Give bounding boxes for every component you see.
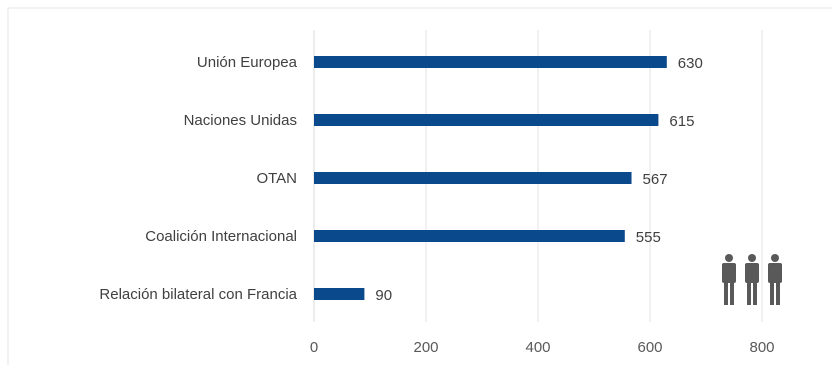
category-label: Relación bilateral con Francia [99,286,297,303]
bar [314,288,365,300]
category-label: OTAN [256,170,297,187]
x-tick-label: 400 [525,339,550,356]
bar [314,230,625,242]
data-label: 615 [669,113,694,130]
x-tick-labels: 0 200 400 600 800 [310,339,775,356]
category-labels: Unión Europea Naciones Unidas OTAN Coalició… [99,54,297,303]
bar [314,56,667,68]
data-label: 90 [375,287,392,304]
person-figure [768,254,782,305]
category-label: Coalición Internacional [145,228,297,245]
data-label: 555 [636,229,661,246]
bar [314,172,632,184]
person-figure [745,254,759,305]
category-label: Naciones Unidas [184,112,297,129]
x-tick-label: 200 [413,339,438,356]
x-tick-label: 600 [637,339,662,356]
category-label: Unión Europea [197,54,298,71]
data-label: 567 [643,171,668,188]
data-label: 630 [678,55,703,72]
people-icon [722,254,782,305]
x-tick-label: 0 [310,339,318,356]
person-figure [722,254,736,305]
x-tick-label: 800 [749,339,774,356]
bar [314,114,659,126]
bars [314,56,667,300]
value-labels: 630 615 567 555 90 [375,55,702,304]
